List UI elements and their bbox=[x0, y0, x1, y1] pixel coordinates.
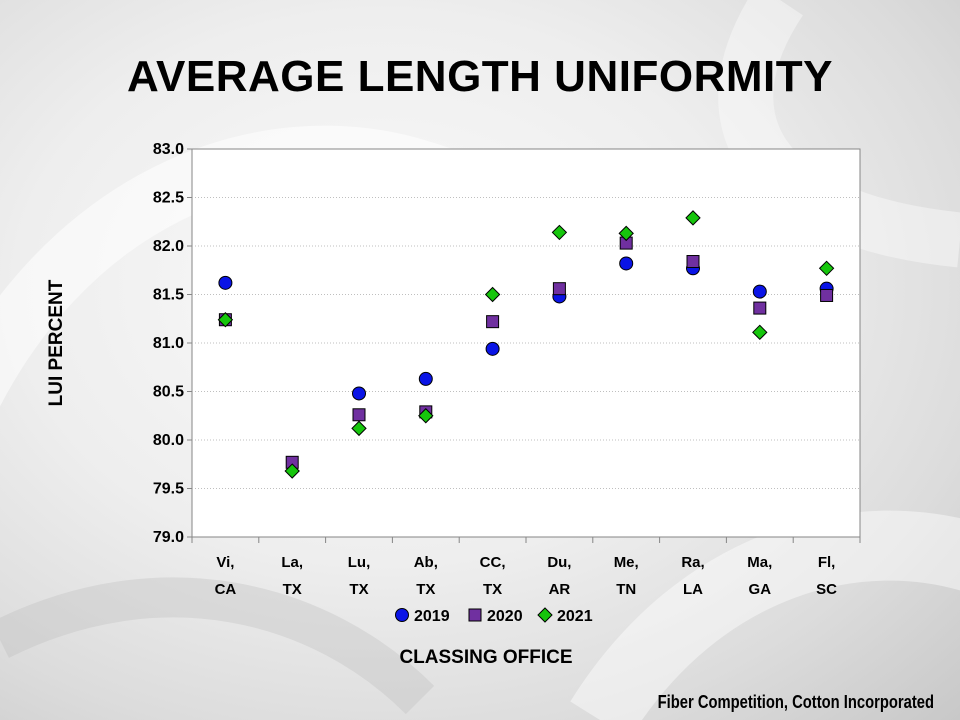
point-2021 bbox=[217, 312, 234, 328]
point-2021 bbox=[752, 324, 768, 341]
point-2019 bbox=[218, 275, 233, 290]
point-2020 bbox=[820, 288, 834, 302]
chart-title: AVERAGE LENGTH UNIFORMITY bbox=[127, 52, 833, 101]
point-2021 bbox=[418, 408, 434, 424]
point-2021 bbox=[484, 286, 501, 303]
x-tick-label: TX bbox=[483, 581, 502, 598]
x-tick-label: GA bbox=[749, 581, 772, 598]
x-tick-label: LA bbox=[683, 581, 703, 598]
point-2021 bbox=[618, 225, 634, 242]
y-tick-label: 81.5 bbox=[153, 287, 184, 304]
y-tick-label: 79.5 bbox=[153, 481, 184, 498]
x-tick-label: CA bbox=[215, 581, 237, 598]
point-2021 bbox=[551, 224, 568, 241]
y-tick-label: 82.5 bbox=[153, 190, 184, 207]
legend-label-2021: 2021 bbox=[557, 608, 593, 625]
x-tick-label: Du, bbox=[547, 554, 571, 571]
x-tick-label: Vi, bbox=[216, 554, 234, 571]
x-tick-label: TX bbox=[283, 581, 302, 598]
x-tick-label: CC, bbox=[480, 554, 506, 571]
point-2019 bbox=[485, 341, 500, 356]
y-tick-label: 82.0 bbox=[153, 238, 184, 255]
legend-marker-2019 bbox=[395, 608, 409, 622]
point-2020 bbox=[686, 255, 700, 269]
x-tick-label: Fl, bbox=[818, 554, 836, 571]
point-2021 bbox=[284, 463, 300, 479]
x-tick-label: AR bbox=[549, 581, 571, 598]
point-2021 bbox=[351, 420, 367, 437]
legend-marker-2020 bbox=[468, 608, 482, 622]
y-tick-label: 79.0 bbox=[153, 529, 184, 546]
point-2019 bbox=[752, 284, 767, 299]
y-tick-label: 83.0 bbox=[153, 141, 184, 158]
legend-marker-2021 bbox=[537, 607, 553, 623]
point-2021 bbox=[685, 210, 701, 226]
x-tick-label: Ab, bbox=[414, 554, 438, 571]
y-tick-label: 81.0 bbox=[153, 335, 184, 352]
x-tick-label: Lu, bbox=[348, 554, 371, 571]
x-tick-label: TX bbox=[349, 581, 368, 598]
point-2020 bbox=[552, 282, 566, 296]
x-tick-label: Ra, bbox=[681, 554, 704, 571]
x-tick-label: Ma, bbox=[747, 554, 772, 571]
legend-label-2019: 2019 bbox=[414, 608, 450, 625]
point-2019 bbox=[418, 371, 433, 386]
y-tick-label: 80.5 bbox=[153, 384, 184, 401]
x-tick-label: TN bbox=[616, 581, 636, 598]
point-2020 bbox=[753, 301, 767, 315]
legend-label-2020: 2020 bbox=[487, 608, 523, 625]
x-tick-label: La, bbox=[281, 554, 303, 571]
point-2020 bbox=[352, 408, 366, 422]
point-2019 bbox=[352, 386, 366, 401]
point-2019 bbox=[619, 256, 634, 271]
point-2020 bbox=[486, 315, 500, 329]
x-tick-label: Me, bbox=[614, 554, 639, 571]
x-axis-title: CLASSING OFFICE bbox=[399, 647, 572, 668]
point-2021 bbox=[818, 260, 835, 277]
y-axis-title: LUI PERCENT bbox=[46, 279, 67, 406]
x-tick-label: TX bbox=[416, 581, 435, 598]
y-tick-label: 80.0 bbox=[153, 432, 184, 449]
x-tick-label: SC bbox=[816, 581, 837, 598]
source-credit: Fiber Competition, Cotton Incorporated bbox=[657, 692, 934, 712]
